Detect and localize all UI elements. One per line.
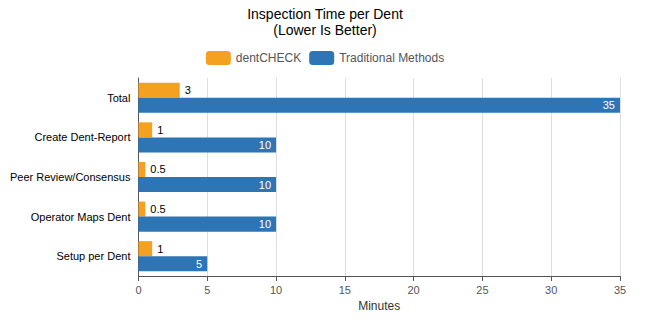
svg-text:25: 25 bbox=[476, 284, 488, 296]
svg-text:Inspection Time per Dent: Inspection Time per Dent bbox=[247, 6, 403, 22]
svg-text:20: 20 bbox=[407, 284, 419, 296]
svg-text:Setup per Dent: Setup per Dent bbox=[56, 250, 130, 262]
svg-text:Peer Review/Consensus: Peer Review/Consensus bbox=[10, 171, 131, 183]
svg-text:Total: Total bbox=[107, 92, 130, 104]
svg-text:Minutes: Minutes bbox=[358, 299, 400, 313]
svg-text:0.5: 0.5 bbox=[150, 203, 165, 215]
svg-text:10: 10 bbox=[259, 139, 271, 151]
svg-text:0.5: 0.5 bbox=[150, 163, 165, 175]
svg-text:10: 10 bbox=[259, 179, 271, 191]
svg-text:(Lower Is Better): (Lower Is Better) bbox=[273, 22, 376, 38]
svg-text:35: 35 bbox=[614, 284, 626, 296]
svg-text:5: 5 bbox=[204, 284, 210, 296]
svg-text:15: 15 bbox=[339, 284, 351, 296]
svg-text:Operator Maps Dent: Operator Maps Dent bbox=[31, 211, 131, 223]
svg-text:Traditional Methods: Traditional Methods bbox=[339, 51, 444, 65]
svg-text:10: 10 bbox=[270, 284, 282, 296]
svg-text:1: 1 bbox=[157, 243, 163, 255]
svg-text:Create Dent-Report: Create Dent-Report bbox=[34, 131, 130, 143]
svg-text:30: 30 bbox=[545, 284, 557, 296]
svg-text:3: 3 bbox=[185, 84, 191, 96]
svg-text:35: 35 bbox=[603, 99, 615, 111]
svg-text:1: 1 bbox=[157, 124, 163, 136]
svg-text:0: 0 bbox=[135, 284, 141, 296]
svg-text:dentCHECK: dentCHECK bbox=[236, 51, 301, 65]
svg-text:5: 5 bbox=[196, 258, 202, 270]
svg-text:10: 10 bbox=[259, 218, 271, 230]
